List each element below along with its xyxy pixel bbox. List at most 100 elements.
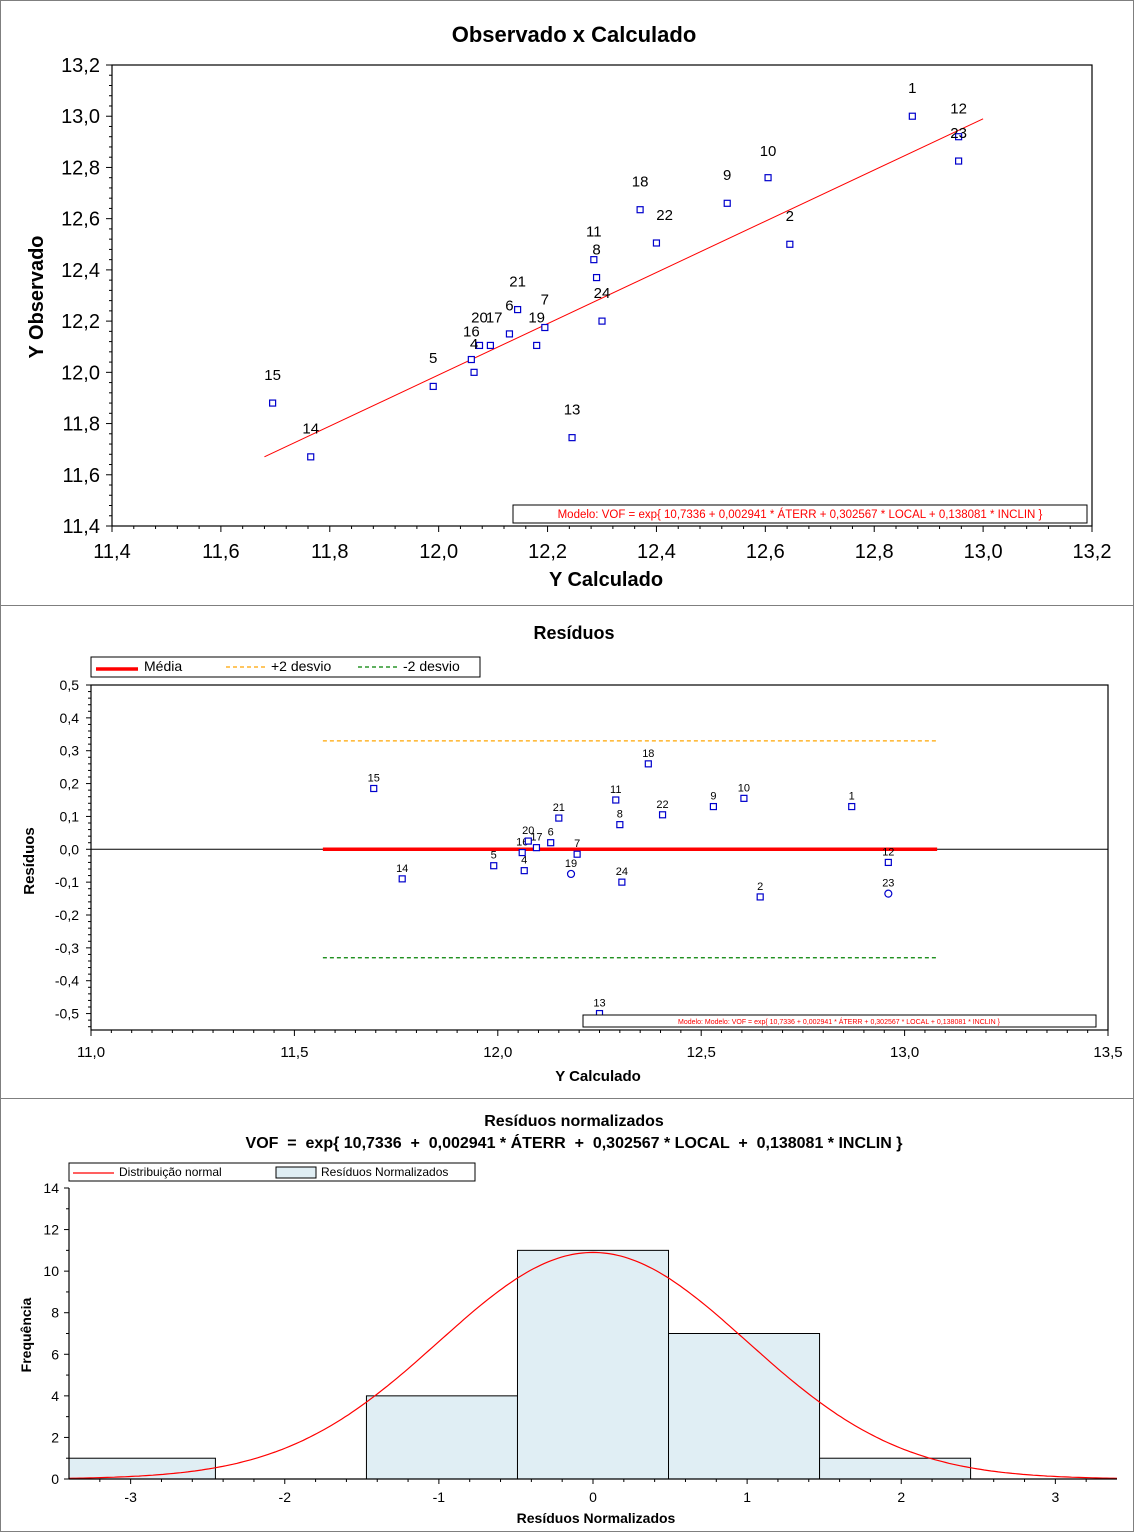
point-label: 21 xyxy=(553,802,565,814)
y-tick-label: -0,2 xyxy=(55,907,79,923)
data-point xyxy=(269,399,277,407)
y-tick-label: -0,1 xyxy=(55,874,79,890)
data-point xyxy=(486,341,494,350)
x-tick-label: 11,8 xyxy=(311,541,348,563)
y-tick-label: 12,0 xyxy=(61,362,100,384)
histogram-bar xyxy=(819,1457,972,1480)
point-label: 12 xyxy=(950,101,967,118)
data-point xyxy=(598,317,606,325)
data-point xyxy=(541,323,549,332)
point-label: 24 xyxy=(594,285,611,302)
histogram-chart: Resíduos normalizados VOF = exp{ 10,7336… xyxy=(18,1113,1118,1526)
point-label: 8 xyxy=(617,809,623,821)
plot-frame xyxy=(111,64,1093,527)
x-tick-label: 13,0 xyxy=(964,541,1003,563)
data-point xyxy=(644,760,652,768)
y-tick-label: 0,1 xyxy=(60,808,80,824)
data-point xyxy=(547,839,555,847)
data-point xyxy=(612,796,620,804)
point-label: 7 xyxy=(541,291,549,308)
point-label: 9 xyxy=(710,791,716,803)
x-tick-label: 11,4 xyxy=(93,541,130,563)
histogram-bar xyxy=(516,1249,670,1480)
model-label: Modelo: Modelo: VOF = exp{ 10,7336 + 0,0… xyxy=(678,1017,1001,1026)
point-label: 9 xyxy=(723,167,731,184)
point-label: 21 xyxy=(509,273,526,290)
chart-title: Observado x Calculado xyxy=(452,22,697,47)
point-label: 24 xyxy=(616,866,628,878)
point-label: 13 xyxy=(593,998,605,1010)
point-label: 18 xyxy=(632,174,649,191)
x-tick-label: 13,0 xyxy=(890,1044,919,1061)
data-point xyxy=(568,434,576,442)
point-label: 1 xyxy=(849,791,855,803)
point-label: 6 xyxy=(505,298,513,315)
residuals-panel: Resíduos Y Calculado Resíduos 11,0 11,5 12… xyxy=(0,605,1134,1099)
data-point xyxy=(618,878,626,886)
data-point xyxy=(475,341,484,350)
data-point xyxy=(884,889,893,898)
y-tick-label: 12 xyxy=(43,1222,59,1238)
y-tick-label: 10 xyxy=(43,1263,59,1279)
data-point xyxy=(955,157,963,165)
y-tick-label: 0,0 xyxy=(60,841,80,857)
y-axis-label: Y Observado xyxy=(26,235,48,358)
scatter-chart: Observado x Calculado Y Calculado Y Obse… xyxy=(26,22,1112,591)
point-label: 8 xyxy=(592,241,600,258)
y-tick-label: 12,6 xyxy=(61,209,100,231)
point-label: 5 xyxy=(491,850,497,862)
y-tick-label: 0 xyxy=(51,1471,59,1487)
x-tick-label: 12,4 xyxy=(637,541,676,563)
x-tick-label: -3 xyxy=(124,1489,137,1505)
data-point xyxy=(520,867,528,875)
data-point xyxy=(955,133,963,141)
y-tick-label: 12,2 xyxy=(61,311,100,333)
legend-plus-label: +2 desvio xyxy=(271,658,332,674)
data-point xyxy=(370,784,378,793)
data-point xyxy=(658,811,667,819)
point-label: 4 xyxy=(470,336,478,353)
data-point xyxy=(636,206,644,214)
point-label: 11 xyxy=(586,223,602,240)
x-tick-label: 12,0 xyxy=(483,1044,512,1061)
model-box xyxy=(512,504,1088,524)
point-label: 6 xyxy=(548,827,554,839)
point-label: 22 xyxy=(656,799,668,811)
point-label: 14 xyxy=(302,421,319,438)
data-point xyxy=(467,355,475,364)
data-point xyxy=(518,848,526,857)
x-tick-label: 13,2 xyxy=(1073,541,1112,563)
point-label: 7 xyxy=(574,838,580,850)
y-tick-label: 6 xyxy=(51,1346,59,1362)
point-label: 13 xyxy=(564,401,581,418)
data-point xyxy=(533,341,541,350)
chart-subtitle: VOF = exp{ 10,7336 + 0,002941 * ÁTERR + … xyxy=(246,1133,903,1152)
y-tick-label: 2 xyxy=(51,1429,59,1445)
x-tick-label: 11,5 xyxy=(280,1044,308,1061)
legend-box xyxy=(90,656,481,678)
fit-line xyxy=(264,118,984,458)
data-point xyxy=(505,330,514,338)
data-point xyxy=(848,802,856,811)
x-tick-label: -2 xyxy=(279,1489,292,1505)
y-tick-label: 11,4 xyxy=(63,516,100,538)
x-tick-label: 1 xyxy=(743,1489,751,1505)
data-point xyxy=(740,794,748,802)
x-tick-label: 12,8 xyxy=(855,541,894,563)
x-tick-label: 12,5 xyxy=(687,1044,716,1061)
data-point xyxy=(709,802,718,811)
legend-bars-label: Resíduos Normalizados xyxy=(321,1165,448,1179)
plot-frame xyxy=(90,684,1109,1031)
y-tick-label: 13,2 xyxy=(61,55,100,77)
model-label: Modelo: VOF = exp{ 10,7336 + 0,002941 * … xyxy=(558,508,1043,521)
chart-title: Resíduos xyxy=(533,623,614,643)
y-tick-label: 0,2 xyxy=(60,776,80,792)
point-label: 20 xyxy=(471,309,488,326)
y-tick-label: 13,0 xyxy=(61,106,100,128)
histogram-panel: Resíduos normalizados VOF = exp{ 10,7336… xyxy=(0,1098,1134,1532)
legend-mean-label: Média xyxy=(144,658,182,674)
point-label: 10 xyxy=(738,782,750,794)
data-point xyxy=(524,837,532,845)
point-label: 4 xyxy=(521,855,527,867)
data-point xyxy=(514,305,522,314)
